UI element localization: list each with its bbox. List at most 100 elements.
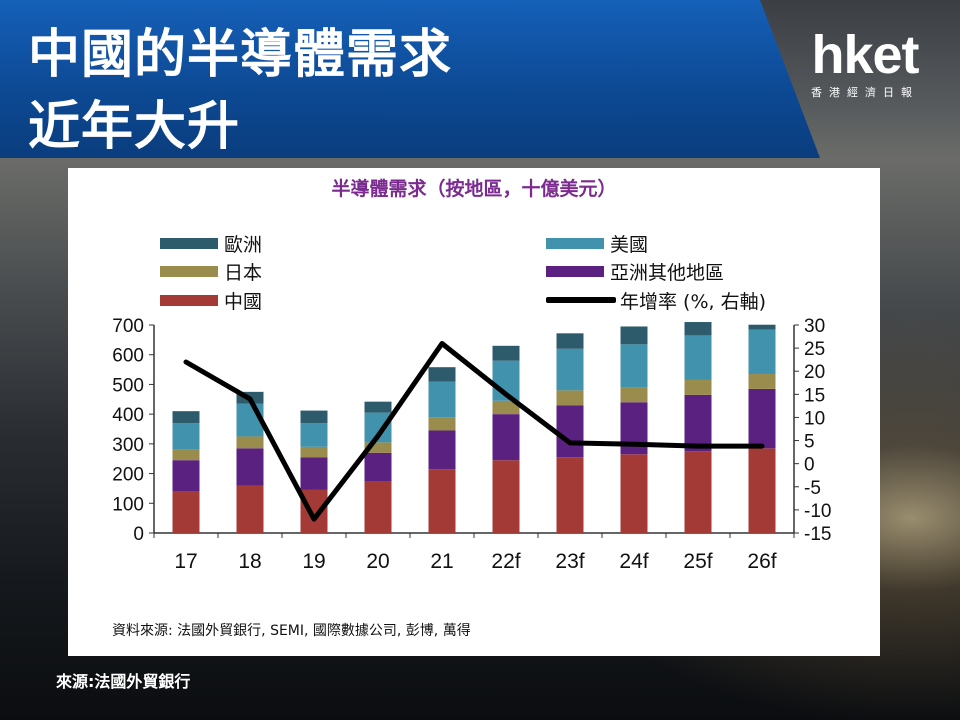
logo-subtitle: 香港經濟日報 bbox=[811, 86, 919, 99]
bar-segment bbox=[620, 387, 648, 403]
x-tick-label: 24f bbox=[619, 550, 648, 573]
y-tick-label: 0 bbox=[133, 524, 144, 545]
bar-segment bbox=[556, 333, 584, 349]
logo-wordmark: hket bbox=[811, 25, 919, 85]
x-tick-label: 26f bbox=[747, 550, 776, 573]
y2-tick-label: 5 bbox=[804, 432, 815, 453]
bar-segment bbox=[556, 457, 584, 533]
legend-china: 中國 bbox=[160, 289, 263, 313]
legend-europe: 歐洲 bbox=[160, 232, 263, 256]
legend-swatch-rest-of-asia bbox=[546, 265, 604, 277]
bar-segment bbox=[748, 374, 776, 389]
bar-segment bbox=[748, 329, 776, 375]
legend-growth-rate: 年增率 (%, 右軸) bbox=[546, 289, 766, 313]
bar-segment bbox=[236, 448, 264, 486]
legend-label-growth-rate: 年增率 (%, 右軸) bbox=[620, 290, 766, 313]
bar-segment bbox=[492, 345, 520, 361]
legend-japan: 日本 bbox=[160, 260, 263, 284]
bar-segment bbox=[684, 394, 712, 452]
y2-tick-label: -5 bbox=[804, 478, 821, 499]
bar-segment bbox=[364, 442, 392, 453]
y2-tick-label: -10 bbox=[804, 501, 831, 522]
y-tick-label: 100 bbox=[112, 494, 144, 515]
bar-segment bbox=[236, 436, 264, 449]
y2-tick-label: 15 bbox=[804, 385, 825, 406]
x-tick-label: 22f bbox=[491, 550, 520, 573]
y-tick-label: 400 bbox=[112, 405, 144, 426]
bar-segment bbox=[428, 417, 456, 431]
legend-swatch-japan bbox=[160, 265, 218, 277]
footer-source: 來源:法國外貿銀行 bbox=[56, 672, 191, 691]
bar-segment bbox=[684, 322, 712, 336]
legend-label-china: 中國 bbox=[224, 290, 263, 313]
y2-tick-label: -15 bbox=[804, 524, 831, 545]
bar-segment bbox=[428, 367, 456, 382]
bar-segment bbox=[172, 449, 200, 461]
bar-segment bbox=[428, 381, 456, 418]
bar-segment bbox=[492, 414, 520, 461]
bar-segment bbox=[556, 390, 584, 406]
bar-segment bbox=[620, 326, 648, 345]
legend-rest-of-asia: 亞洲其他地區 bbox=[546, 260, 725, 284]
legend-label-rest-of-asia: 亞洲其他地區 bbox=[610, 261, 725, 284]
bar-segment bbox=[172, 460, 200, 492]
x-tick-label: 20 bbox=[366, 550, 389, 573]
chart-panel: 半導體需求（按地區，十億美元） 歐洲 日本 中國 美國 亞洲其他地區 年增率 (… bbox=[68, 168, 880, 656]
chart-source-note: 資料來源: 法國外貿銀行, SEMI, 國際數據公司, 彭博, 萬得 bbox=[112, 623, 471, 639]
y-tick-label: 300 bbox=[112, 435, 144, 456]
bar-segment bbox=[428, 469, 456, 533]
page-title-line-1: 中國的半導體需求 bbox=[28, 25, 453, 85]
bar-segment bbox=[492, 400, 520, 415]
bar-segment bbox=[172, 491, 200, 533]
legend-swatch-china bbox=[160, 294, 218, 306]
bar-segment bbox=[748, 324, 776, 330]
bar-segment bbox=[556, 405, 584, 458]
bar-segment bbox=[364, 401, 392, 413]
growth-rate-line bbox=[183, 340, 765, 522]
bar-segment bbox=[684, 335, 712, 380]
bar-segment bbox=[300, 423, 328, 447]
x-tick-label: 21 bbox=[430, 550, 453, 573]
page-title-line-2: 近年大升 bbox=[28, 97, 241, 157]
legend-label-europe: 歐洲 bbox=[224, 233, 263, 256]
x-tick-label: 17 bbox=[174, 550, 197, 573]
bar-segment bbox=[556, 348, 584, 391]
y-tick-label: 600 bbox=[112, 346, 144, 367]
y-tick-label: 500 bbox=[112, 375, 144, 396]
bar-segment bbox=[428, 430, 456, 470]
bar-segment bbox=[492, 460, 520, 533]
y2-tick-label: 30 bbox=[804, 316, 825, 337]
legend-usa: 美國 bbox=[546, 232, 649, 256]
bar-segment bbox=[364, 452, 392, 481]
hket-logo: hket 香港經濟日報 bbox=[800, 28, 930, 100]
legend-swatch-europe bbox=[160, 237, 218, 249]
bar-segment bbox=[236, 485, 264, 533]
bar-segment bbox=[684, 451, 712, 533]
x-tick-label: 19 bbox=[302, 550, 325, 573]
y-tick-label: 700 bbox=[112, 316, 144, 337]
chart-title: 半導體需求（按地區，十億美元） bbox=[331, 178, 617, 200]
x-tick-label: 25f bbox=[683, 550, 712, 573]
legend-label-japan: 日本 bbox=[224, 261, 263, 284]
bar-segment bbox=[748, 448, 776, 533]
bar-segment bbox=[300, 457, 328, 490]
bar-segment bbox=[684, 379, 712, 395]
legend-line-growth-rate bbox=[546, 297, 616, 303]
bar-segment bbox=[364, 481, 392, 533]
y2-tick-label: 25 bbox=[804, 339, 825, 360]
y2-tick-label: 20 bbox=[804, 362, 825, 383]
y2-tick-label: 10 bbox=[804, 408, 825, 429]
bar-segment bbox=[300, 410, 328, 424]
legend-swatch-usa bbox=[546, 237, 604, 249]
bar-segment bbox=[620, 344, 648, 388]
legend-label-usa: 美國 bbox=[610, 233, 649, 256]
y2-tick-label: 0 bbox=[804, 455, 815, 476]
bar-segment bbox=[300, 446, 328, 458]
bar-segment bbox=[172, 411, 200, 424]
bar-segment bbox=[620, 454, 648, 533]
bar-segment bbox=[172, 423, 200, 450]
title-banner bbox=[0, 0, 820, 158]
x-tick-label: 23f bbox=[555, 550, 584, 573]
x-tick-label: 18 bbox=[238, 550, 261, 573]
chart-plot: 7006005004003002001000302520151050-5-10-… bbox=[112, 316, 831, 573]
